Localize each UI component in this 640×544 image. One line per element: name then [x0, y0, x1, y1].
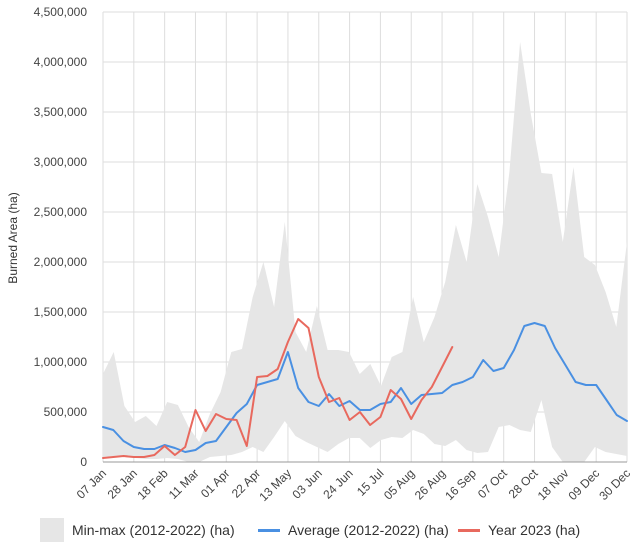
legend-swatch-min-max — [40, 518, 64, 542]
y-tick-label: 0 — [80, 455, 87, 469]
x-tick-label: 13 May — [256, 466, 294, 504]
y-tick-label: 3,000,000 — [34, 155, 88, 169]
legend-label-average: Average (2012-2022) (ha) — [288, 522, 449, 538]
x-tick-label: 07 Oct — [475, 466, 510, 501]
average-line — [102, 322, 628, 453]
series-lines — [102, 318, 628, 459]
legend-label-min-max: Min-max (2012-2022) (ha) — [72, 522, 235, 538]
x-tick-label: 03 Jun — [290, 466, 325, 501]
x-tick-label: 18 Feb — [134, 466, 171, 503]
legend-swatch-average — [258, 528, 280, 532]
x-tick-label: 24 Jun — [320, 466, 355, 501]
x-tick-label: 09 Dec — [566, 466, 603, 503]
x-tick-label: 11 Mar — [166, 466, 202, 502]
legend-swatch-year-2023 — [458, 528, 480, 532]
x-tick-label: 01 Apr — [198, 466, 232, 500]
x-tick-label: 18 Nov — [535, 466, 572, 503]
x-tick-label: 28 Jan — [105, 466, 140, 501]
x-tick-label: 16 Sep — [442, 466, 479, 503]
y-tick-label: 4,500,000 — [34, 5, 88, 19]
legend-item-min-max[interactable]: Min-max (2012-2022) (ha) — [40, 516, 235, 544]
legend-item-year-2023[interactable]: Year 2023 (ha) — [458, 516, 580, 544]
y-tick-label: 2,500,000 — [34, 205, 88, 219]
y-tick-label: 500,000 — [44, 405, 88, 419]
legend-label-year-2023: Year 2023 (ha) — [488, 522, 581, 538]
legend: Min-max (2012-2022) (ha) Average (2012-2… — [40, 516, 640, 544]
x-tick-label: 28 Oct — [506, 466, 541, 501]
y-tick-label: 2,000,000 — [34, 255, 88, 269]
min-max-band-area — [103, 42, 627, 462]
legend-item-average[interactable]: Average (2012-2022) (ha) — [258, 516, 449, 544]
y-tick-label: 1,500,000 — [34, 305, 88, 319]
x-tick-label: 26 Aug — [412, 466, 448, 502]
x-tick-label: 30 Dec — [596, 466, 633, 503]
y-tick-label: 3,500,000 — [34, 105, 88, 119]
y-tick-label: 1,000,000 — [34, 355, 88, 369]
x-tick-label: 05 Aug — [381, 466, 417, 502]
y-tick-label: 4,000,000 — [34, 55, 88, 69]
year-2023-line — [102, 318, 454, 459]
min-max-band — [103, 42, 627, 462]
x-tick-label: 07 Jan — [74, 466, 109, 501]
y-axis-label: Burned Area (ha) — [6, 192, 20, 283]
